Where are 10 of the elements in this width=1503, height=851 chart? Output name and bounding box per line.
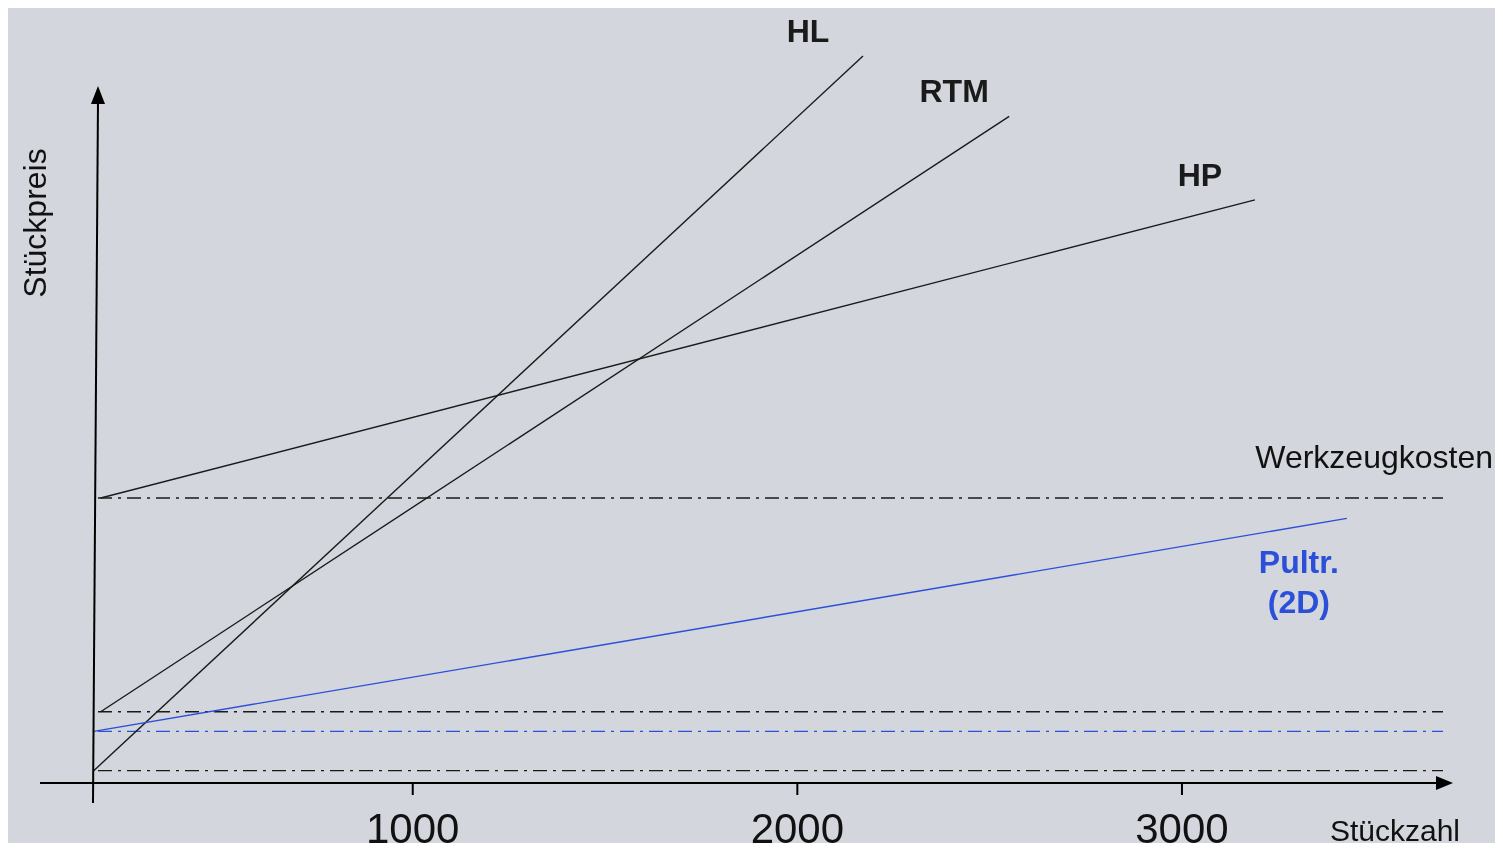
x-tick-label: 2000 xyxy=(750,804,845,851)
series-label: HL xyxy=(786,13,830,49)
x-axis-title: Stückzahl xyxy=(1329,814,1460,847)
series-label: RTM xyxy=(919,73,989,110)
series-label: Pultr. (2D) xyxy=(1258,544,1339,621)
y-axis-title: Stückpreis xyxy=(17,148,53,298)
x-tick-label: 3000 xyxy=(1135,804,1229,851)
x-tick-label: 1000 xyxy=(366,804,460,851)
series-label: HP xyxy=(1177,156,1223,193)
ref-line-label: Werkzeugkosten xyxy=(1255,439,1493,476)
